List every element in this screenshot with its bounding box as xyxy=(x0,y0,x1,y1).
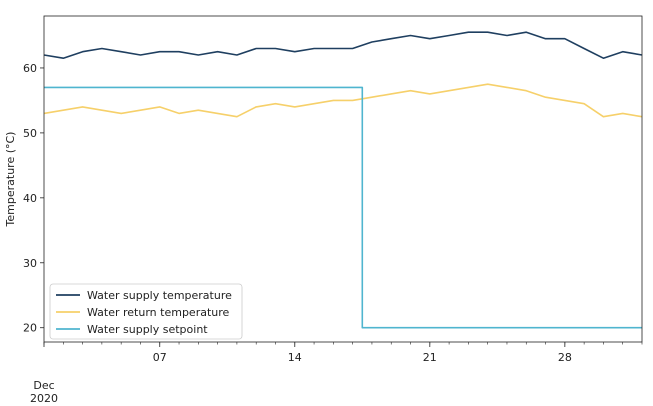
legend-label: Water supply temperature xyxy=(87,289,232,302)
series-line-2 xyxy=(43,83,643,118)
x-tick-label: Dec xyxy=(33,379,54,392)
y-tick-label: 30 xyxy=(23,257,37,270)
x-tick-label: 28 xyxy=(558,351,572,364)
y-axis-label: Temperature (°C) xyxy=(4,132,17,228)
x-tick-label: 14 xyxy=(288,351,302,364)
legend-label: Water supply setpoint xyxy=(87,323,208,336)
y-tick-label: 20 xyxy=(23,322,37,335)
x-tick-label: 21 xyxy=(423,351,437,364)
series-line-1 xyxy=(43,31,643,60)
x-tick-label: 07 xyxy=(153,351,167,364)
plot-frame xyxy=(43,15,643,343)
series-line-3 xyxy=(44,86,642,329)
legend: Water supply temperature Water return tem… xyxy=(49,283,243,340)
y-tick-label: 40 xyxy=(23,192,37,205)
legend-label: Water return temperature xyxy=(87,306,230,319)
series-layer xyxy=(43,31,643,329)
legend-box xyxy=(49,283,243,340)
x-tick-sublabel: 2020 xyxy=(30,392,58,405)
y-tick-label: 50 xyxy=(23,127,37,140)
y-tick-label: 60 xyxy=(23,62,37,75)
